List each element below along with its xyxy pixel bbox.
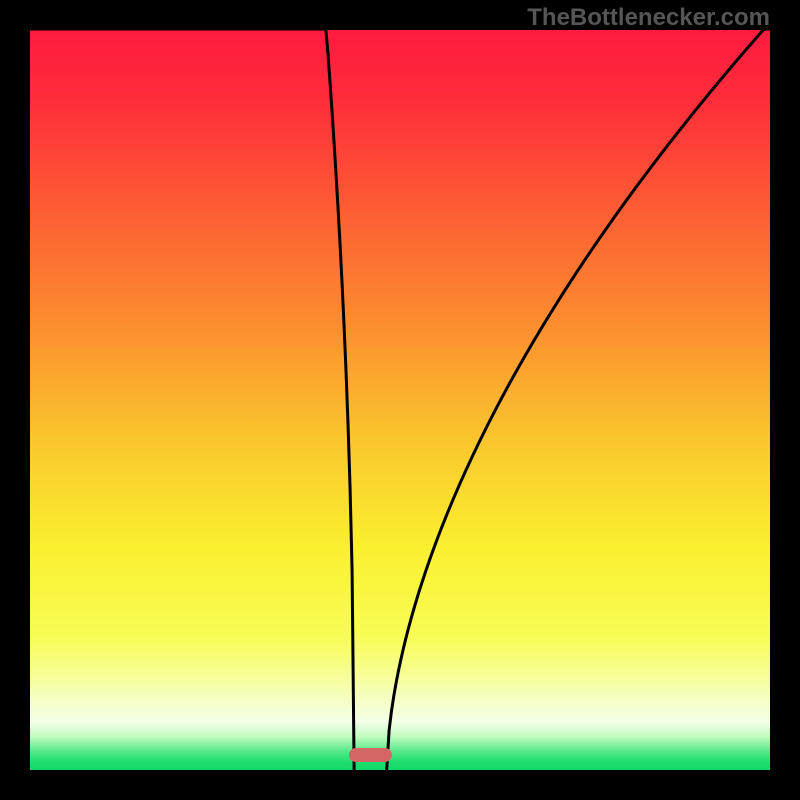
optimal-range-marker xyxy=(349,748,392,762)
curve-overlay xyxy=(0,0,800,800)
bottleneck-curve xyxy=(30,29,770,770)
chart-root: TheBottlenecker.com xyxy=(0,0,800,800)
